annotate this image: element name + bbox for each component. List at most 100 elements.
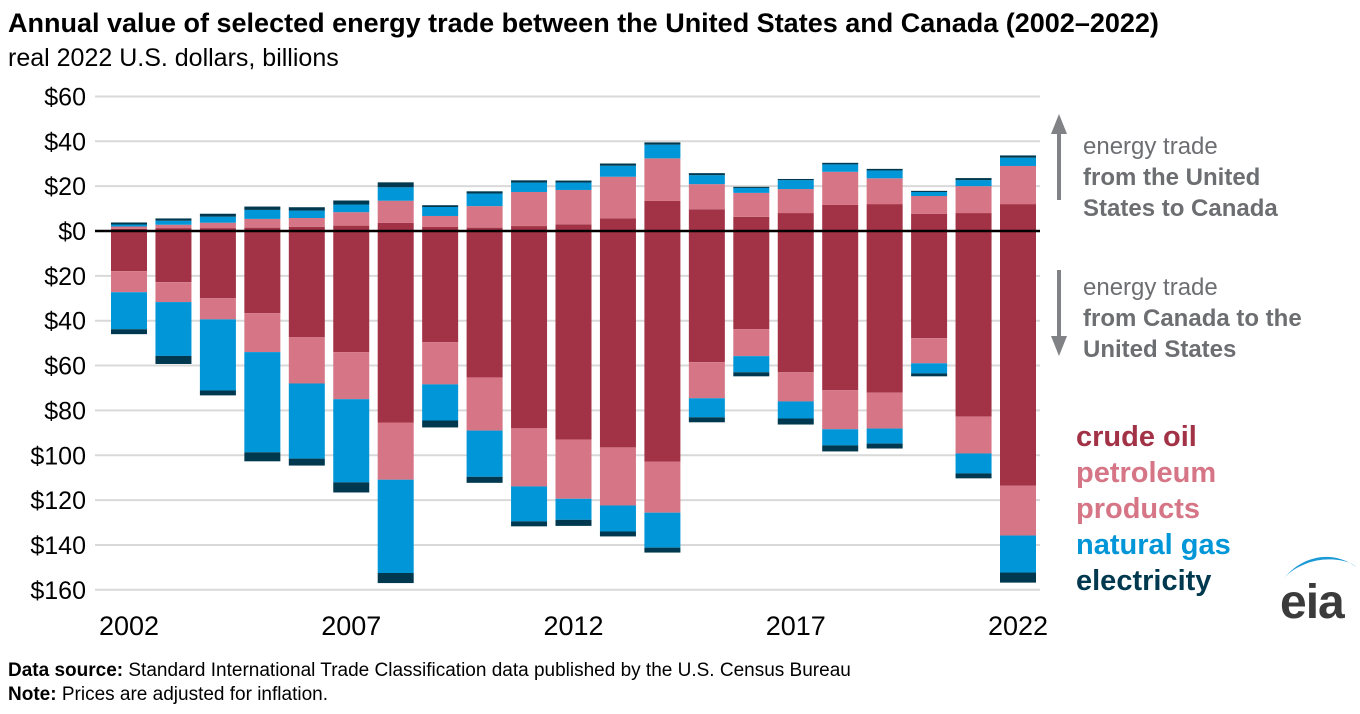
bar-2002-electricity-export xyxy=(111,222,147,225)
bar-2004-electricity-export xyxy=(199,213,236,217)
bar-2003-crude-oil-import xyxy=(155,231,192,283)
bar-2003-electricity-import xyxy=(155,355,192,364)
bar-2002-petroleum-products-import xyxy=(111,271,147,293)
bar-2017-crude-oil-export xyxy=(777,213,814,231)
bar-2008-electricity-import xyxy=(377,572,414,584)
arrow-down-icon xyxy=(1051,270,1067,356)
bar-2014-natural-gas-export xyxy=(644,144,681,159)
bar-2011-petroleum-products-import xyxy=(511,428,548,487)
bar-2008-crude-oil-import xyxy=(377,231,414,423)
bar-2005-crude-oil-import xyxy=(244,231,281,314)
bar-2012-electricity-import xyxy=(555,519,592,526)
bar-2005-petroleum-products-import xyxy=(244,313,281,353)
y-axis-tick-label: $120 xyxy=(30,487,86,515)
bar-2016-natural-gas-export xyxy=(733,187,770,193)
bar-2004-crude-oil-import xyxy=(199,231,236,299)
bar-2007-crude-oil-export xyxy=(333,225,370,231)
y-axis-tick-label: $80 xyxy=(44,397,86,425)
bar-2016-crude-oil-export xyxy=(733,216,770,231)
bar-2021-crude-oil-export xyxy=(955,213,992,231)
bar-2004-petroleum-products-import xyxy=(199,298,236,320)
bar-2008-natural-gas-export xyxy=(377,187,414,201)
y-axis-tick-label: $40 xyxy=(44,128,86,156)
stacked-bar-chart: $60 $40 $20 $0 $20 $40 $60 $80 $100 $120 $140 $160 2… xyxy=(30,84,1048,641)
bar-2007-electricity-import xyxy=(333,482,370,493)
bar-2009-crude-oil-export xyxy=(422,226,459,231)
y-axis-tick-label: $60 xyxy=(44,353,86,381)
bar-2020-natural-gas-import xyxy=(911,363,948,374)
bar-2018-electricity-import xyxy=(822,445,859,452)
bar-2011-crude-oil-export xyxy=(511,226,548,231)
bar-2006-crude-oil-import xyxy=(288,231,325,338)
bar-2002-crude-oil-import xyxy=(111,231,147,272)
bar-2009-petroleum-products-import xyxy=(422,342,459,385)
bar-2005-electricity-import xyxy=(244,452,281,462)
bar-2003-crude-oil-export xyxy=(155,228,192,231)
bar-2016-electricity-import xyxy=(733,372,770,377)
bar-2013-electricity-import xyxy=(599,531,636,537)
bar-2013-crude-oil-export xyxy=(599,218,636,231)
bar-2010-petroleum-products-export xyxy=(466,206,503,228)
bar-2017-petroleum-products-import xyxy=(777,372,814,402)
bar-2016-natural-gas-import xyxy=(733,356,770,373)
bar-2014-crude-oil-import xyxy=(644,231,681,462)
bar-2007-electricity-export xyxy=(333,200,370,205)
bar-2019-electricity-export xyxy=(866,168,903,171)
bar-2011-electricity-export xyxy=(511,180,548,183)
note-line: Note: Prices are adjusted for inflation. xyxy=(8,684,328,705)
bar-2009-petroleum-products-export xyxy=(422,215,459,227)
bar-2010-natural-gas-import xyxy=(466,430,503,477)
bar-2003-petroleum-products-export xyxy=(155,224,192,229)
bar-2013-electricity-export xyxy=(599,163,636,166)
bar-2006-petroleum-products-import xyxy=(288,337,325,384)
bar-2019-petroleum-products-import xyxy=(866,392,903,429)
bar-2004-crude-oil-export xyxy=(199,228,236,231)
bar-2015-crude-oil-export xyxy=(688,209,725,231)
bar-2021-petroleum-products-import xyxy=(955,416,992,454)
bar-2003-natural-gas-export xyxy=(155,220,192,225)
x-axis-tick-label: 2007 xyxy=(321,611,381,641)
bar-2011-petroleum-products-export xyxy=(511,191,548,227)
legend-item-petroleum-products: petroleum products xyxy=(1076,457,1217,525)
bar-2021-petroleum-products-export xyxy=(955,186,992,214)
bar-2022-natural-gas-export xyxy=(1000,157,1036,166)
annotation-line: energy trade xyxy=(1083,133,1218,160)
bar-2016-petroleum-products-export xyxy=(733,192,770,217)
footer: Data source: Standard International Trad… xyxy=(8,659,851,707)
y-axis-tick-label: $20 xyxy=(44,263,86,291)
bar-2012-crude-oil-import xyxy=(555,231,592,440)
bar-2016-petroleum-products-import xyxy=(733,329,770,357)
bar-2012-electricity-export xyxy=(555,180,592,183)
bar-2022-petroleum-products-import xyxy=(1000,485,1036,536)
bar-2019-crude-oil-import xyxy=(866,231,903,393)
bar-2004-petroleum-products-export xyxy=(199,222,236,229)
bar-2007-natural-gas-export xyxy=(333,204,370,213)
bar-2022-crude-oil-import xyxy=(1000,231,1036,486)
bar-2006-crude-oil-export xyxy=(288,226,325,231)
bar-2003-electricity-export xyxy=(155,218,192,221)
bar-2017-electricity-export xyxy=(777,178,814,181)
bar-2017-natural-gas-import xyxy=(777,401,814,419)
bar-2018-petroleum-products-import xyxy=(822,390,859,430)
bar-2018-natural-gas-import xyxy=(822,429,859,446)
bar-2022-crude-oil-export xyxy=(1000,204,1036,231)
bar-2013-petroleum-products-import xyxy=(599,447,636,506)
bar-2012-natural-gas-export xyxy=(555,182,592,190)
bar-2018-crude-oil-export xyxy=(822,204,859,231)
bar-2012-crude-oil-export xyxy=(555,224,592,231)
bar-2022-electricity-export xyxy=(1000,155,1036,158)
bar-2015-crude-oil-import xyxy=(688,231,725,363)
bar-2004-natural-gas-import xyxy=(199,319,236,391)
bar-2016-electricity-export xyxy=(733,186,770,188)
bar-2017-petroleum-products-export xyxy=(777,189,814,214)
bar-2010-electricity-import xyxy=(466,476,503,483)
bar-2014-crude-oil-export xyxy=(644,200,681,231)
bar-2008-petroleum-products-import xyxy=(377,422,414,480)
legend-item-electricity: electricity xyxy=(1076,565,1212,597)
bar-2003-petroleum-products-import xyxy=(155,282,192,303)
bar-2015-petroleum-products-import xyxy=(688,362,725,399)
bar-2004-natural-gas-export xyxy=(199,216,236,223)
bar-2006-natural-gas-import xyxy=(288,383,325,459)
bar-2012-natural-gas-import xyxy=(555,498,592,520)
bar-2020-electricity-import xyxy=(911,373,948,377)
